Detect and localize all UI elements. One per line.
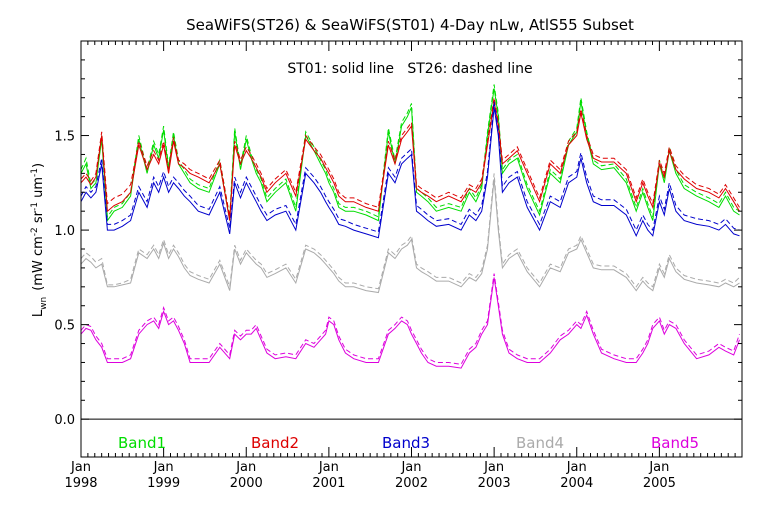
x-tick-month-label: Jan xyxy=(318,460,339,475)
y-tick-label: 1.0 xyxy=(54,224,75,239)
x-tick-year-label: 2003 xyxy=(478,476,511,491)
series-lines xyxy=(80,84,740,369)
x-tick-month-label: Jan xyxy=(70,460,91,475)
x-tick-month-label: Jan xyxy=(235,460,256,475)
legend-label-band4: Band4 xyxy=(516,434,564,452)
series-line-band2-st26 xyxy=(80,97,740,217)
y-axis-label-units-6: -1 xyxy=(30,168,40,177)
series-line-band5-st01 xyxy=(80,277,740,369)
legend-label-band1: Band1 xyxy=(118,434,166,452)
legend-label-band5: Band5 xyxy=(651,434,699,452)
y-axis-label-units-3: sr xyxy=(31,210,46,227)
x-tick-year-label: 2004 xyxy=(560,476,593,491)
x-tick-month-label: Jan xyxy=(566,460,587,475)
y-axis-label-text: Lwn(mW cm-2 sr-1 um-1) xyxy=(30,163,49,317)
y-axis-label-main: L xyxy=(31,309,46,317)
axes: 0.00.51.01.5Jan1998Jan1999Jan2000Jan2001… xyxy=(54,40,743,491)
line-style-annotation: ST01: solid line ST26: dashed line xyxy=(287,61,532,77)
x-tick-year-label: 2002 xyxy=(395,476,428,491)
y-tick-label: 1.5 xyxy=(54,130,75,145)
y-axis-label-units-5: um xyxy=(31,177,46,202)
x-tick-year-label: 2005 xyxy=(643,476,676,491)
legend: Band1 Band2 Band3 Band4 Band5 xyxy=(118,434,699,452)
legend-label-band3: Band3 xyxy=(382,434,430,452)
x-tick-year-label: 1999 xyxy=(147,476,180,491)
x-tick-year-label: 2001 xyxy=(312,476,345,491)
y-tick-label: 0.5 xyxy=(54,319,75,334)
series-line-band1-st26 xyxy=(80,84,740,219)
series-line-band3-st26 xyxy=(80,101,740,233)
series-line-band5-st26 xyxy=(80,273,740,365)
y-axis-label-units-2: -2 xyxy=(30,227,40,236)
y-tick-label: 0.0 xyxy=(54,413,75,428)
x-tick-month-label: Jan xyxy=(400,460,421,475)
series-line-band2-st01 xyxy=(80,101,740,221)
x-tick-month-label: Jan xyxy=(153,460,174,475)
x-tick-month-label: Jan xyxy=(648,460,669,475)
x-tick-year-label: 1998 xyxy=(64,476,97,491)
series-line-band4-st26 xyxy=(80,173,740,290)
series-line-band4-st01 xyxy=(80,178,740,294)
y-axis-label-units-4: -1 xyxy=(30,202,40,211)
series-line-band3-st01 xyxy=(80,107,740,239)
y-axis-label: Lwn(mW cm-2 sr-1 um-1) xyxy=(30,163,49,317)
legend-label-band2: Band2 xyxy=(251,434,299,452)
chart-title: SeaWiFS(ST26) & SeaWiFS(ST01) 4-Day nLw,… xyxy=(186,16,634,34)
y-axis-label-units-7: ) xyxy=(31,163,46,168)
y-axis-label-units-1: (mW cm xyxy=(31,236,46,291)
x-tick-year-label: 2000 xyxy=(230,476,263,491)
y-axis-label-sub: wn xyxy=(39,297,49,310)
x-tick-month-label: Jan xyxy=(483,460,504,475)
